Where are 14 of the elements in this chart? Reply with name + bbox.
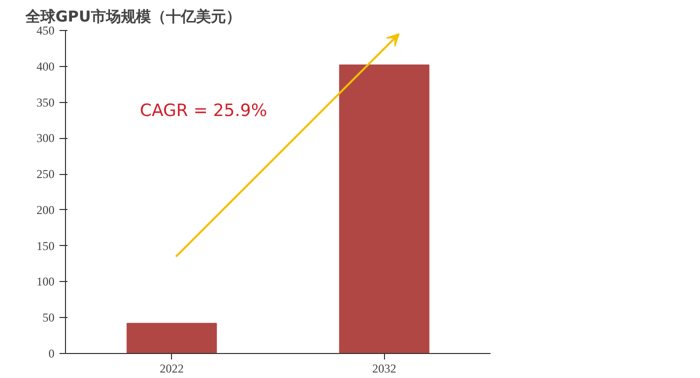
y-tick-label: 300: [36, 131, 54, 146]
y-tick-label: 250: [36, 167, 54, 182]
y-tick-label: 100: [36, 274, 54, 289]
y-tick-label: 450: [36, 24, 54, 38]
y-tick-label: 0: [48, 346, 54, 360]
y-tick-label: 150: [36, 238, 54, 253]
y-tick-label: 400: [36, 59, 54, 74]
y-tick-label: 350: [36, 95, 54, 110]
chart-title: 全球GPU市场规模（十亿美元）: [24, 8, 241, 26]
annotation: CAGR = 25.9%: [140, 100, 268, 121]
y-tick-label: 200: [36, 202, 54, 217]
x-tick-label: 2032: [372, 362, 396, 376]
x-tick-label: 2022: [160, 362, 184, 376]
y-tick-label: 50: [42, 310, 54, 325]
